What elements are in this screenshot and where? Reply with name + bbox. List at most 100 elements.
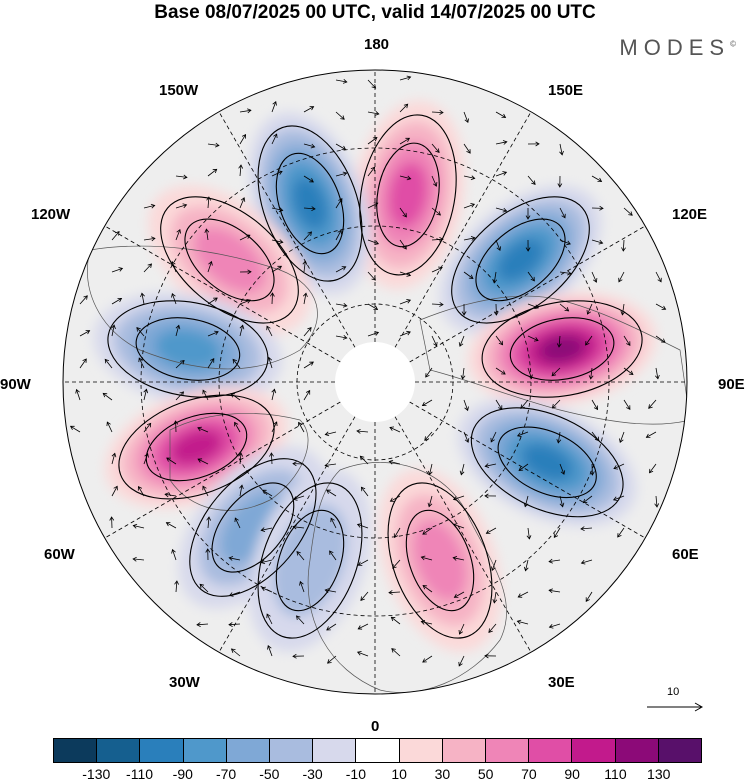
arrow-shaft bbox=[367, 111, 379, 115]
arrow-head bbox=[309, 106, 315, 111]
arrow-shaft bbox=[559, 207, 566, 218]
wind-arrow bbox=[460, 367, 466, 380]
arrow-shaft bbox=[463, 175, 475, 179]
wind-arrow bbox=[230, 648, 241, 657]
arrow-head bbox=[324, 462, 329, 468]
arrow-shaft bbox=[493, 271, 497, 283]
colorbar-swatch bbox=[226, 738, 271, 763]
arrow-head bbox=[240, 197, 246, 202]
arrow-head bbox=[232, 358, 238, 364]
arrow-head bbox=[166, 457, 171, 462]
wind-arrow bbox=[591, 431, 600, 442]
arrow-head bbox=[566, 240, 571, 246]
wind-arrow bbox=[492, 591, 498, 604]
arrow-head bbox=[132, 523, 138, 529]
arrow-head bbox=[493, 311, 499, 316]
arrow-head bbox=[310, 143, 316, 149]
wind-arrow bbox=[621, 239, 626, 252]
colorbar-tick-label: 90 bbox=[564, 766, 580, 782]
arrow-shaft bbox=[175, 229, 181, 241]
wind-arrow bbox=[360, 591, 369, 601]
wind-arrow bbox=[399, 137, 411, 145]
arrow-shaft bbox=[559, 143, 563, 155]
arrow-shaft bbox=[580, 527, 593, 530]
arrow-head bbox=[143, 388, 149, 394]
arrow-shaft bbox=[335, 198, 343, 209]
arrow-head bbox=[531, 180, 536, 185]
wind-arrow bbox=[484, 653, 497, 659]
arrow-shaft bbox=[171, 293, 177, 305]
wind-arrow bbox=[367, 79, 377, 89]
arrow-head bbox=[238, 164, 244, 169]
arrow-head bbox=[173, 420, 179, 425]
wind-arrow bbox=[520, 399, 529, 409]
anomaly-contour bbox=[539, 335, 585, 363]
arrow-shaft bbox=[527, 335, 539, 341]
arrow-head bbox=[179, 391, 185, 396]
arrow-head bbox=[452, 523, 458, 528]
wind-arrow bbox=[527, 141, 540, 147]
wind-arrow bbox=[335, 111, 345, 120]
wind-arrow bbox=[421, 399, 433, 406]
streamline bbox=[405, 509, 475, 612]
arrow-head bbox=[523, 566, 529, 572]
arrow-shaft bbox=[335, 266, 346, 273]
arrow-head bbox=[406, 75, 412, 81]
streamline bbox=[189, 458, 317, 597]
wind-arrow bbox=[303, 175, 314, 183]
arrow-shaft bbox=[613, 495, 625, 501]
wind-arrow bbox=[613, 463, 625, 470]
wind-arrow bbox=[461, 303, 467, 316]
arrow-shaft bbox=[261, 587, 273, 593]
streamline bbox=[481, 300, 643, 398]
wind-arrow bbox=[427, 495, 433, 508]
arrow-shaft bbox=[490, 431, 497, 443]
anomaly-contour bbox=[497, 238, 544, 282]
wind-arrow bbox=[527, 271, 535, 282]
arrow-shaft bbox=[459, 623, 465, 635]
streamline bbox=[509, 317, 615, 381]
arrow-shaft bbox=[330, 518, 337, 529]
wind-arrow bbox=[484, 463, 497, 468]
wind-arrow bbox=[267, 644, 273, 657]
wind-arrow bbox=[239, 197, 246, 209]
wind-arrow bbox=[495, 367, 506, 375]
wind-arrow bbox=[484, 493, 497, 499]
arrow-head bbox=[421, 401, 427, 406]
wind-arrow bbox=[359, 455, 369, 465]
arrow-head bbox=[621, 247, 626, 252]
arrow-head bbox=[438, 266, 443, 272]
colorbar-swatch bbox=[356, 738, 400, 763]
arrow-head bbox=[464, 406, 469, 412]
arrow-head bbox=[360, 486, 366, 492]
wind-arrow bbox=[463, 143, 471, 154]
wind-arrow bbox=[620, 303, 626, 316]
wind-arrow bbox=[586, 303, 593, 315]
arrow-shaft bbox=[421, 621, 433, 625]
arrow-shaft bbox=[207, 331, 219, 337]
wind-arrow bbox=[232, 358, 241, 369]
wind-arrow bbox=[495, 239, 502, 252]
lon-label-90w: 90W bbox=[0, 376, 31, 393]
anomaly-contour bbox=[170, 429, 223, 465]
wind-arrow bbox=[431, 335, 438, 347]
arrow-head bbox=[648, 404, 653, 409]
arrow-shaft bbox=[271, 452, 273, 465]
wind-arrow bbox=[324, 431, 337, 437]
arrow-head bbox=[360, 596, 365, 601]
streamlines bbox=[107, 114, 643, 639]
arrow-head bbox=[164, 492, 169, 498]
coastline bbox=[87, 245, 318, 370]
arrow-head bbox=[311, 206, 316, 212]
arrow-head bbox=[520, 404, 525, 409]
arrow-head bbox=[171, 548, 176, 554]
arrow-shaft bbox=[266, 613, 273, 625]
arrow-shaft bbox=[335, 111, 345, 120]
arrow-head bbox=[389, 426, 395, 431]
wind-arrow bbox=[420, 555, 433, 561]
arrow-head bbox=[466, 149, 471, 154]
arrow-head bbox=[296, 551, 301, 556]
arrow-head bbox=[567, 270, 572, 276]
arrow-head bbox=[585, 597, 590, 602]
arrow-shaft bbox=[424, 431, 433, 441]
